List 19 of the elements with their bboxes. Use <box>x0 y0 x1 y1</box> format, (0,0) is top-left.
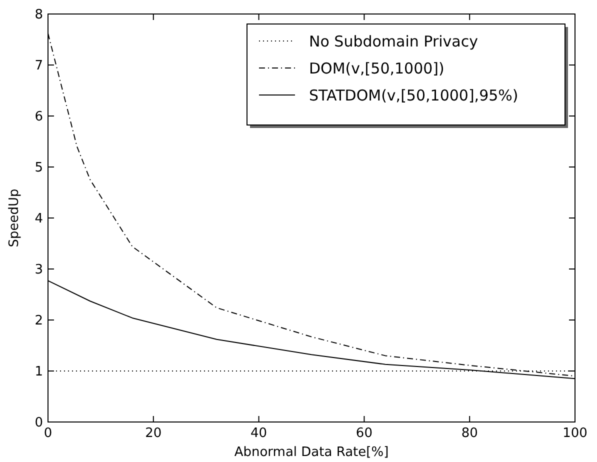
legend-label: DOM(v,[50,1000]) <box>309 59 444 78</box>
y-tick-label: 6 <box>34 110 43 125</box>
y-tick-label: 7 <box>34 58 43 74</box>
y-axis-title: SpeedUp <box>7 188 22 248</box>
y-tick-label: 4 <box>34 212 43 227</box>
y-tick-label: 2 <box>34 314 43 329</box>
x-axis-title: Abnormal Data Rate[%] <box>234 445 389 460</box>
legend-label: No Subdomain Privacy <box>309 32 478 50</box>
legend-label: STATDOM(v,[50,1000],95%) <box>309 86 518 104</box>
x-tick-label: 100 <box>562 426 588 441</box>
x-tick-label: 20 <box>145 426 162 441</box>
x-tick-label: 60 <box>356 426 372 441</box>
y-tick-label: 1 <box>34 364 43 380</box>
y-tick-label: 5 <box>34 160 43 176</box>
y-tick-label: 3 <box>34 262 43 278</box>
x-tick-label: 80 <box>461 426 478 441</box>
x-tick-label: 40 <box>250 426 268 441</box>
y-tick-label: 8 <box>34 8 43 23</box>
y-tick-label: 0 <box>34 416 43 431</box>
